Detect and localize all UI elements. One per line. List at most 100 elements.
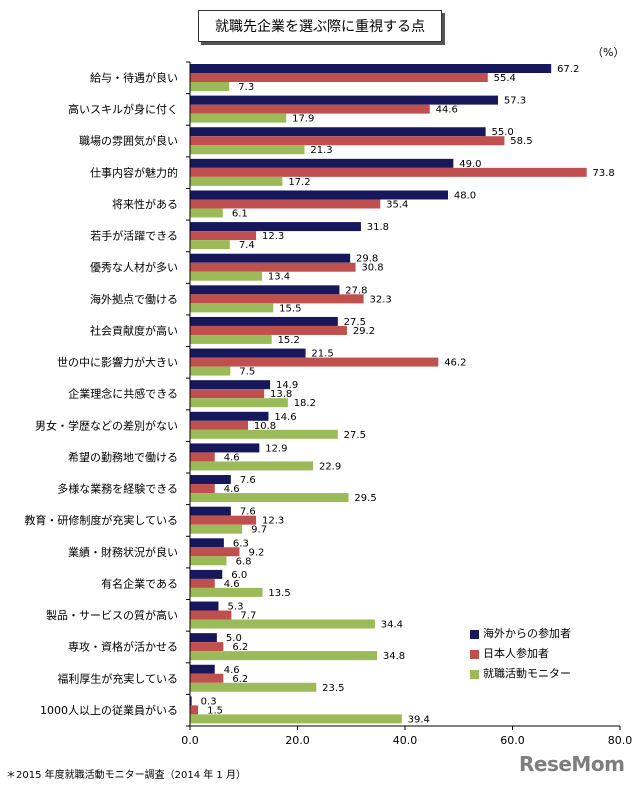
bar [190,524,243,534]
category-label: 福利厚生が充実している [57,671,178,685]
category-label: 優秀な人材が多い [90,260,178,274]
value-label: 29.8 [356,254,378,265]
category-label: 世の中に影響力が大きい [57,355,178,369]
bar [190,538,224,548]
bar [190,253,351,263]
category-label: 有名企業である [101,576,178,590]
value-label: 4.6 [224,452,240,463]
bar [190,73,488,82]
legend-label-0: 海外からの参加者 [483,627,571,640]
value-label: 29.5 [354,493,376,504]
value-label: 67.2 [557,64,579,75]
value-label: 12.9 [265,443,287,454]
category-label: 仕事内容が魅力的 [90,165,178,179]
bar [190,271,263,281]
legend-swatch-1 [470,649,479,659]
bar [190,673,224,683]
legend-entry-2: 就職活動モニター [470,664,571,684]
value-label: 55.0 [491,127,513,138]
value-label: 21.3 [310,145,332,156]
value-label: 17.2 [288,177,310,188]
value-label: 0.3 [201,696,217,707]
category-label: 高いスキルが身に付く [68,102,178,116]
value-label: 4.6 [224,579,240,590]
value-label: 30.8 [361,263,383,274]
value-label: 9.7 [251,525,267,536]
bar [190,357,439,367]
value-label: 27.5 [344,317,366,328]
value-label: 4.6 [224,484,240,495]
bar [190,127,486,137]
bar [190,366,231,376]
bar [190,484,215,494]
value-label: 1.5 [207,705,223,716]
bar [190,429,338,439]
x-tick-label: 60.0 [500,734,525,747]
value-label: 32.3 [369,294,391,305]
category-label: 若手が活躍できる [90,229,178,243]
bar [190,136,505,146]
bar [190,348,306,358]
value-label: 12.3 [262,516,284,527]
bar [190,506,231,516]
value-label: 10.8 [254,421,276,432]
logo: ReseMom [519,752,625,776]
bar [190,285,340,295]
value-label: 29.2 [353,326,375,337]
legend-label-1: 日本人参加者 [483,647,549,660]
value-label: 15.2 [278,335,300,346]
bar [190,190,448,200]
value-label: 44.6 [436,105,458,116]
legend-swatch-2 [470,669,479,679]
value-label: 48.0 [454,190,476,201]
bar [190,208,223,218]
bar [190,664,215,674]
bar [190,547,240,557]
value-label: 6.2 [232,642,248,653]
bar [190,325,347,335]
legend-entry-1: 日本人参加者 [470,644,571,664]
bar [190,578,215,588]
bar [190,262,356,272]
x-tick-label: 0.0 [181,734,199,747]
value-labels-layer: 67.2 55.4 7.3 57.3 44.6 17.9 55.058.5 21.3 49.0 7… [201,64,615,725]
value-label: 6.0 [231,570,247,581]
bar [190,316,338,326]
category-label: 製品・サービスの質が高い [46,608,178,622]
value-label: 46.2 [444,358,466,369]
value-label: 9.2 [248,547,264,558]
value-label: 23.5 [322,683,344,694]
value-label: 6.3 [233,538,249,549]
bar [190,82,230,91]
bars-layer [190,64,587,724]
value-label: 7.5 [239,367,255,378]
bar [190,619,375,629]
category-label: 海外拠点で働ける [90,292,178,306]
value-label: 27.8 [345,285,367,296]
bar [190,231,257,241]
value-label: 13.4 [268,272,290,283]
bar [190,303,274,313]
value-label: 7.3 [238,82,254,93]
value-label: 73.8 [593,168,615,179]
value-label: 4.6 [224,665,240,676]
value-label: 39.4 [408,714,430,725]
value-label: 14.9 [276,380,298,391]
bar [190,294,364,304]
bar [190,113,287,123]
bar [190,389,265,399]
value-label: 7.7 [240,611,256,622]
legend-entry-0: 海外からの参加者 [470,624,571,644]
value-label: 18.2 [294,398,316,409]
bar [190,398,288,408]
bar [190,696,192,706]
value-label: 57.3 [504,96,526,107]
bar [190,642,224,652]
bar [190,452,215,462]
x-tick-label: 20.0 [285,734,310,747]
value-label: 22.9 [319,461,341,472]
legend: 海外からの参加者 日本人参加者 就職活動モニター [470,624,571,684]
value-label: 13.5 [268,588,290,599]
bar [190,475,231,485]
value-label: 15.5 [279,303,301,314]
